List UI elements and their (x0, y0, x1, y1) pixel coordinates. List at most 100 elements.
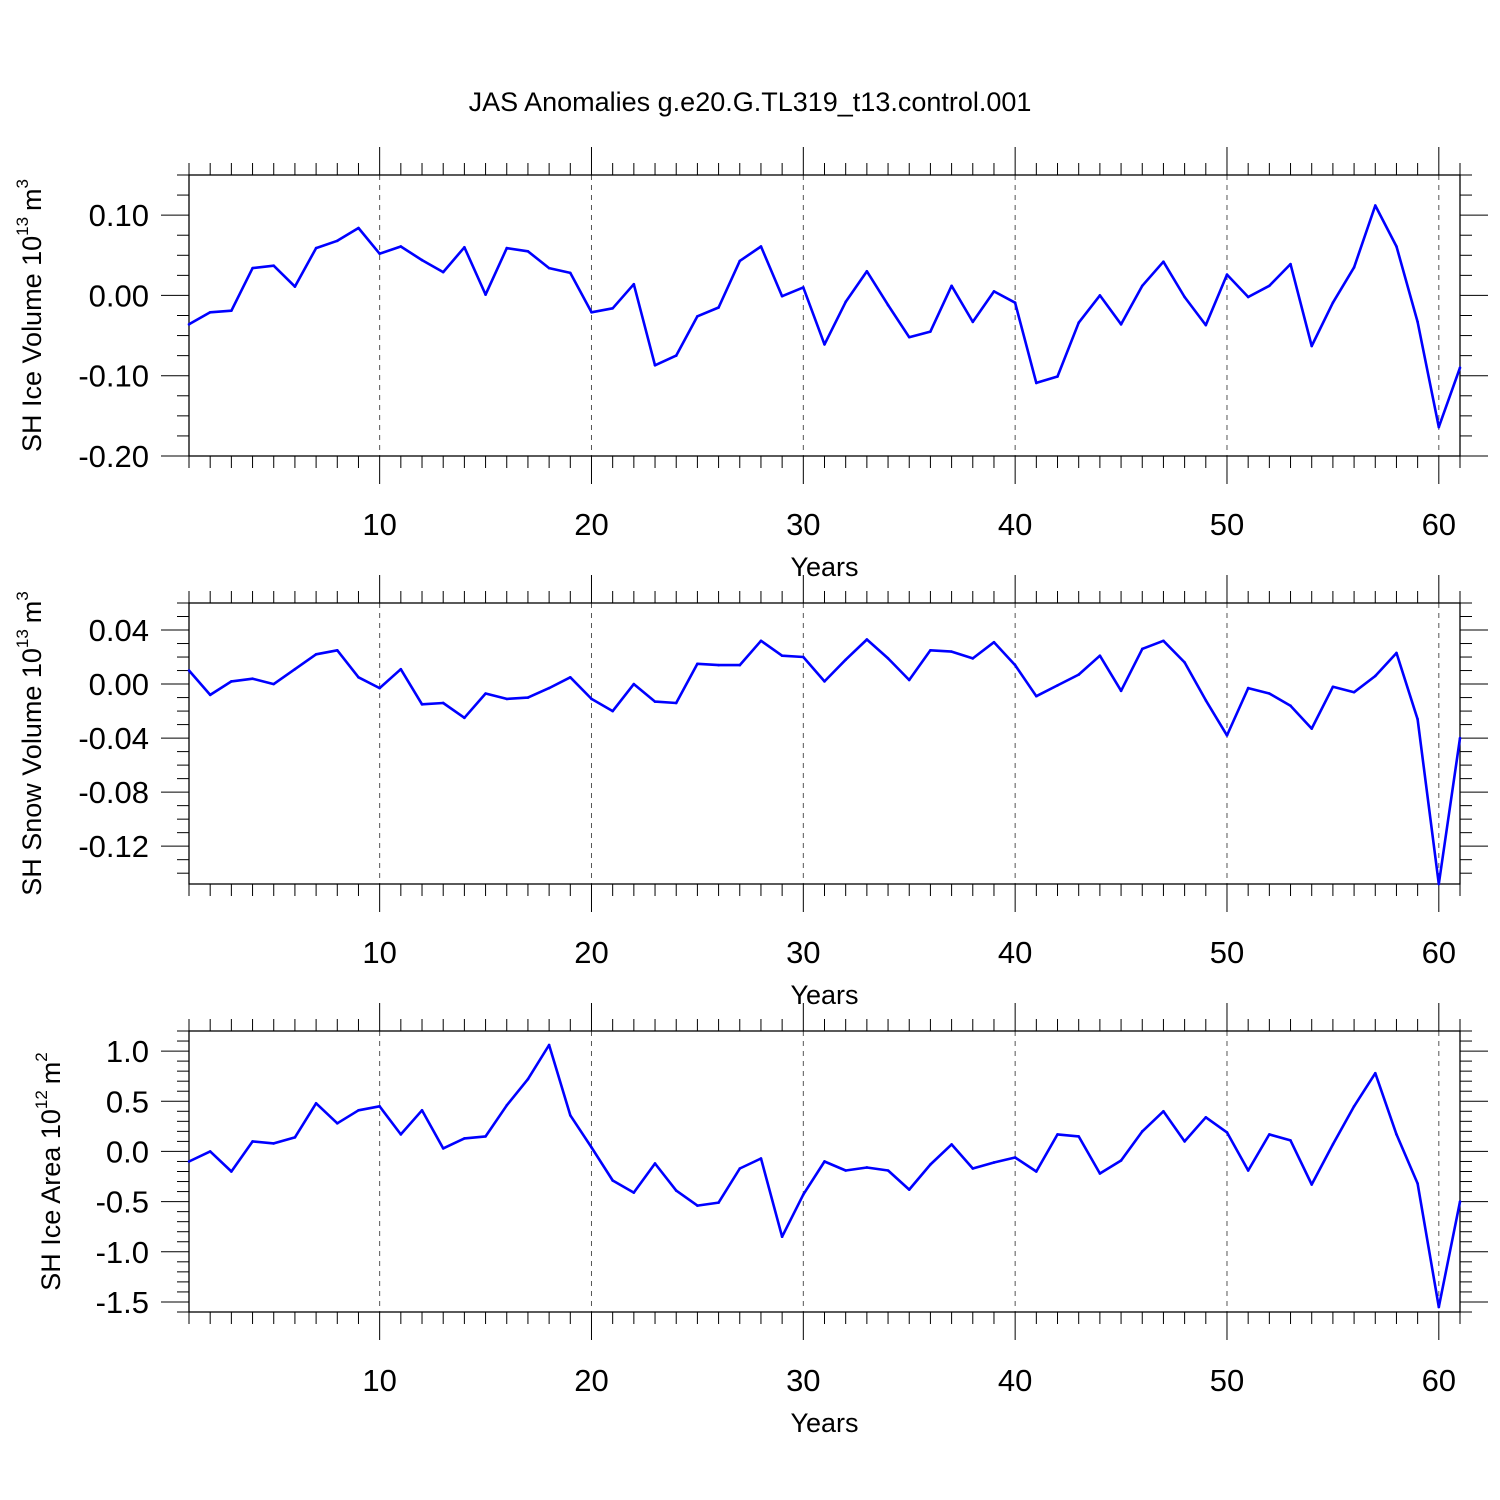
data-point (357, 676, 360, 679)
data-point (865, 1166, 869, 1169)
data-point (1162, 1109, 1165, 1113)
data-point (1035, 381, 1038, 385)
panel-3: 10 20 30 40 50 60 1.0 0.5 0.0 -0.5 -1.0 -1.5 Years SH… (32, 1003, 1488, 1438)
data-point (823, 1160, 826, 1163)
data-point (463, 1137, 466, 1140)
y-tick-label: 0.00 (89, 278, 149, 313)
data-point (463, 245, 466, 249)
data-point (1077, 1135, 1080, 1138)
data-point (378, 1104, 381, 1108)
data-point (738, 663, 742, 667)
data-point (1035, 1170, 1038, 1173)
data-point (484, 293, 487, 296)
data-point (780, 654, 784, 657)
data-point (251, 266, 254, 270)
y-axis-title-text: SH Ice Volume 10 (17, 236, 47, 452)
data-point (950, 1143, 953, 1146)
data-point (272, 1142, 276, 1145)
data-point (674, 701, 678, 705)
data-point (696, 662, 699, 666)
data-point (1289, 262, 1292, 266)
y-axis-title: SH Ice Area 1012 m2 (32, 1052, 66, 1291)
data-point (1373, 1071, 1377, 1075)
data-point (1352, 266, 1356, 269)
data-point (653, 700, 657, 703)
data-point (1268, 1133, 1271, 1136)
data-point (950, 650, 953, 653)
data-point (1204, 698, 1208, 702)
data-point (1162, 639, 1165, 643)
data-point (1140, 1130, 1144, 1133)
x-tick-label: 30 (786, 507, 820, 542)
data-point (1204, 1116, 1208, 1119)
x-tick-label: 60 (1422, 1363, 1456, 1398)
data-point (399, 245, 403, 248)
data-point (314, 1101, 318, 1105)
panel-1: 10 20 30 40 50 60 0.10 0.00 -0.10 -0.20 Years SH Ic… (13, 147, 1488, 582)
data-point (1119, 323, 1123, 326)
data-point (569, 1114, 572, 1117)
y-tick-label: 0.5 (106, 1084, 149, 1119)
data-point (441, 701, 445, 705)
x-axis-title: Years (790, 552, 858, 582)
y-axis-title-text: SH Ice Area 10 (36, 1109, 66, 1291)
y-axis-title-unit: m (17, 601, 47, 624)
data-point (1289, 704, 1292, 707)
data-point (1098, 654, 1102, 657)
data-point (1395, 245, 1398, 248)
data-point (929, 1163, 932, 1166)
data-point (463, 716, 466, 720)
data-point (802, 286, 805, 289)
data-point (738, 1167, 742, 1170)
data-point (187, 669, 191, 672)
data-point (335, 648, 339, 652)
x-tick-label: 20 (574, 1363, 608, 1398)
data-point (611, 1179, 614, 1182)
y-tick-label: 0.0 (106, 1134, 149, 1169)
x-tick-label: 50 (1210, 935, 1244, 970)
x-tick-label: 10 (362, 507, 396, 542)
data-point (1056, 375, 1059, 378)
y-axis-title-unit-exponent: 2 (32, 1052, 51, 1061)
data-point (1373, 674, 1377, 678)
y-tick-label: 0.00 (89, 667, 149, 702)
y-tick-label: -1.5 (96, 1285, 149, 1320)
data-point (1035, 694, 1038, 698)
x-tick-label: 50 (1210, 1363, 1244, 1398)
data-point (505, 697, 509, 701)
x-tick-label: 40 (998, 935, 1032, 970)
data-point (1246, 1169, 1250, 1172)
data-point (1437, 425, 1441, 429)
data-point (1119, 689, 1123, 693)
data-point (1077, 321, 1080, 325)
data-point (759, 1157, 763, 1160)
data-point (696, 1204, 699, 1207)
x-tick-label: 40 (998, 507, 1032, 542)
data-point (357, 1108, 360, 1112)
x-tick-label: 60 (1422, 935, 1456, 970)
data-point (1098, 294, 1102, 297)
data-point (314, 653, 318, 656)
data-point (1268, 692, 1271, 695)
data-point (526, 696, 530, 699)
data-point (1395, 1133, 1398, 1136)
data-point (208, 693, 212, 697)
x-tick-label: 10 (362, 1363, 396, 1398)
data-point (886, 303, 890, 307)
data-point (1013, 663, 1017, 667)
data-point (420, 703, 424, 706)
data-point (865, 638, 869, 641)
data-point (293, 285, 297, 288)
panels-group: 10 20 30 40 50 60 0.10 0.00 -0.10 -0.20 Years SH Ic… (13, 147, 1488, 1438)
y-axis-title-unit-exponent: 3 (13, 179, 32, 188)
data-point (907, 335, 911, 339)
data-point (1119, 1159, 1123, 1162)
data-point (1395, 651, 1398, 655)
x-tick-label: 60 (1422, 507, 1456, 542)
data-point (1246, 295, 1250, 299)
data-point (717, 306, 720, 309)
data-point (505, 1103, 509, 1107)
data-point (399, 667, 403, 671)
data-point (929, 330, 932, 333)
